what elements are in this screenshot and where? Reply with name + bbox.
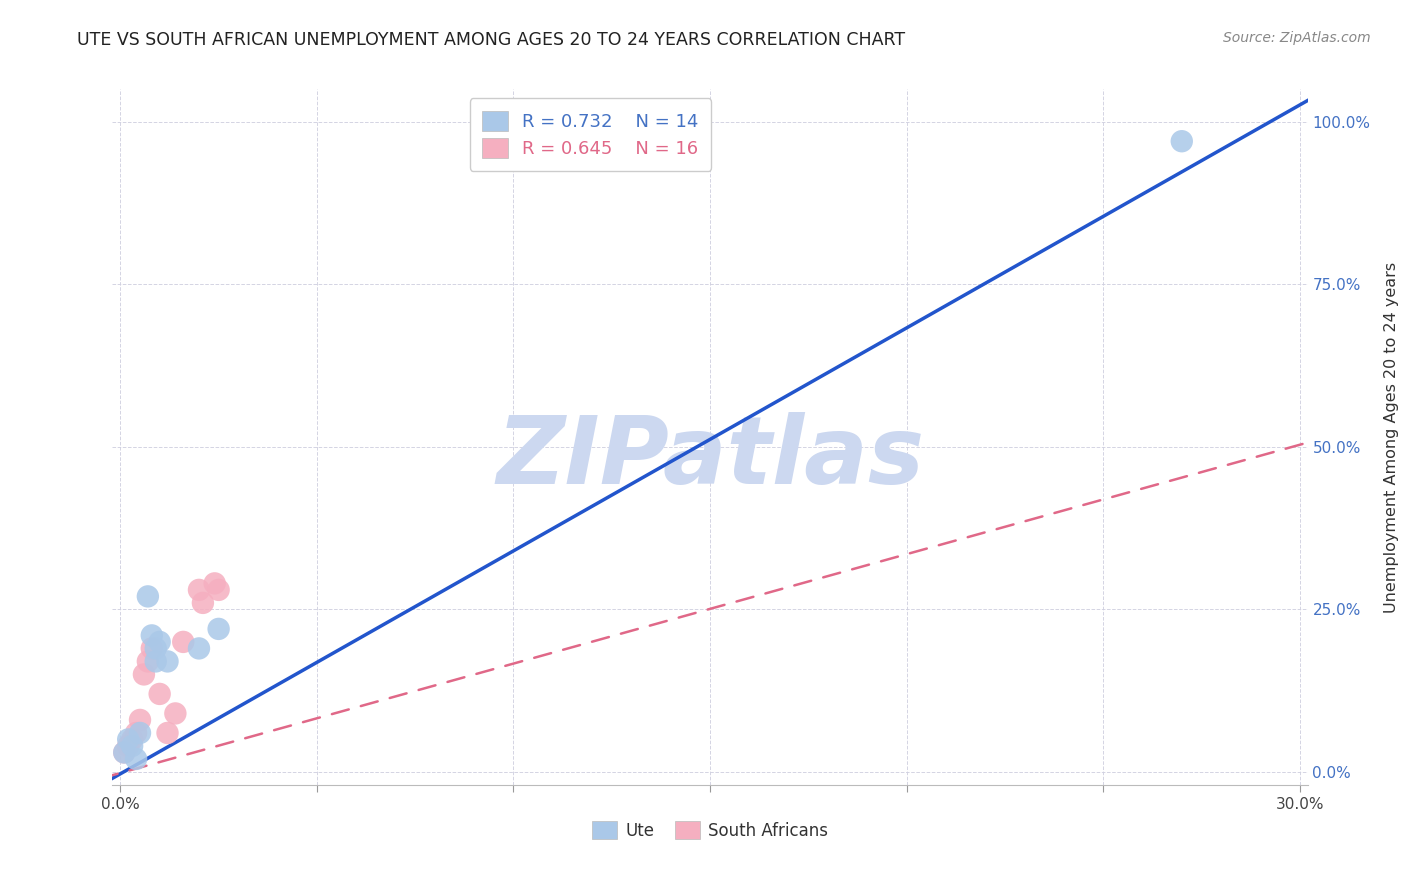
Point: [129, 713, 152, 727]
Point: [117, 732, 139, 747]
Point: [165, 706, 187, 721]
Point: [188, 582, 211, 597]
Point: [172, 635, 194, 649]
Point: [125, 752, 148, 766]
Point: [149, 687, 172, 701]
Point: [129, 726, 152, 740]
Point: [112, 746, 135, 760]
Point: [191, 596, 214, 610]
Point: [136, 654, 159, 668]
Point: [132, 667, 155, 681]
Legend: Ute, South Africans: Ute, South Africans: [585, 814, 835, 847]
Point: [156, 726, 179, 740]
Text: Source: ZipAtlas.com: Source: ZipAtlas.com: [1223, 31, 1371, 45]
Point: [121, 739, 143, 753]
Point: [1171, 134, 1194, 148]
Point: [207, 582, 229, 597]
Point: [188, 641, 211, 656]
Point: [141, 628, 163, 642]
Point: [207, 622, 229, 636]
Point: [149, 635, 172, 649]
Y-axis label: Unemployment Among Ages 20 to 24 years: Unemployment Among Ages 20 to 24 years: [1385, 261, 1399, 613]
Point: [141, 641, 163, 656]
Point: [125, 726, 148, 740]
Point: [145, 654, 167, 668]
Point: [117, 739, 139, 753]
Point: [156, 654, 179, 668]
Text: ZIPatlas: ZIPatlas: [496, 412, 924, 504]
Point: [136, 590, 159, 604]
Point: [112, 746, 135, 760]
Point: [204, 576, 226, 591]
Text: UTE VS SOUTH AFRICAN UNEMPLOYMENT AMONG AGES 20 TO 24 YEARS CORRELATION CHART: UTE VS SOUTH AFRICAN UNEMPLOYMENT AMONG …: [77, 31, 905, 49]
Point: [121, 732, 143, 747]
Point: [145, 641, 167, 656]
